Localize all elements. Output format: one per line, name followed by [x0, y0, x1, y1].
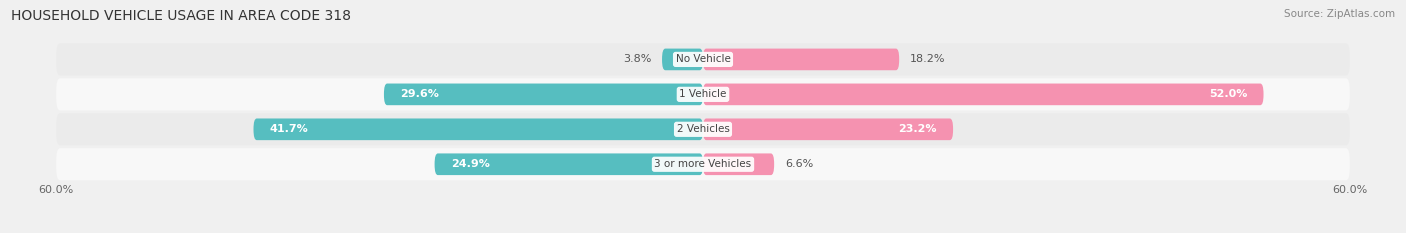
- FancyBboxPatch shape: [434, 154, 703, 175]
- Text: 52.0%: 52.0%: [1209, 89, 1247, 99]
- Text: 29.6%: 29.6%: [401, 89, 439, 99]
- Text: 41.7%: 41.7%: [270, 124, 308, 134]
- Text: 6.6%: 6.6%: [785, 159, 813, 169]
- Text: 24.9%: 24.9%: [451, 159, 489, 169]
- FancyBboxPatch shape: [703, 118, 953, 140]
- FancyBboxPatch shape: [56, 43, 1350, 75]
- Text: HOUSEHOLD VEHICLE USAGE IN AREA CODE 318: HOUSEHOLD VEHICLE USAGE IN AREA CODE 318: [11, 9, 352, 23]
- Text: 3 or more Vehicles: 3 or more Vehicles: [654, 159, 752, 169]
- Text: 1 Vehicle: 1 Vehicle: [679, 89, 727, 99]
- FancyBboxPatch shape: [56, 113, 1350, 145]
- Text: Source: ZipAtlas.com: Source: ZipAtlas.com: [1284, 9, 1395, 19]
- Text: 3.8%: 3.8%: [623, 55, 651, 64]
- Text: 18.2%: 18.2%: [910, 55, 945, 64]
- Text: No Vehicle: No Vehicle: [675, 55, 731, 64]
- FancyBboxPatch shape: [56, 148, 1350, 180]
- FancyBboxPatch shape: [703, 154, 775, 175]
- FancyBboxPatch shape: [703, 84, 1264, 105]
- FancyBboxPatch shape: [662, 49, 703, 70]
- FancyBboxPatch shape: [703, 49, 900, 70]
- FancyBboxPatch shape: [56, 78, 1350, 110]
- Text: 23.2%: 23.2%: [898, 124, 936, 134]
- Text: 2 Vehicles: 2 Vehicles: [676, 124, 730, 134]
- FancyBboxPatch shape: [384, 84, 703, 105]
- FancyBboxPatch shape: [253, 118, 703, 140]
